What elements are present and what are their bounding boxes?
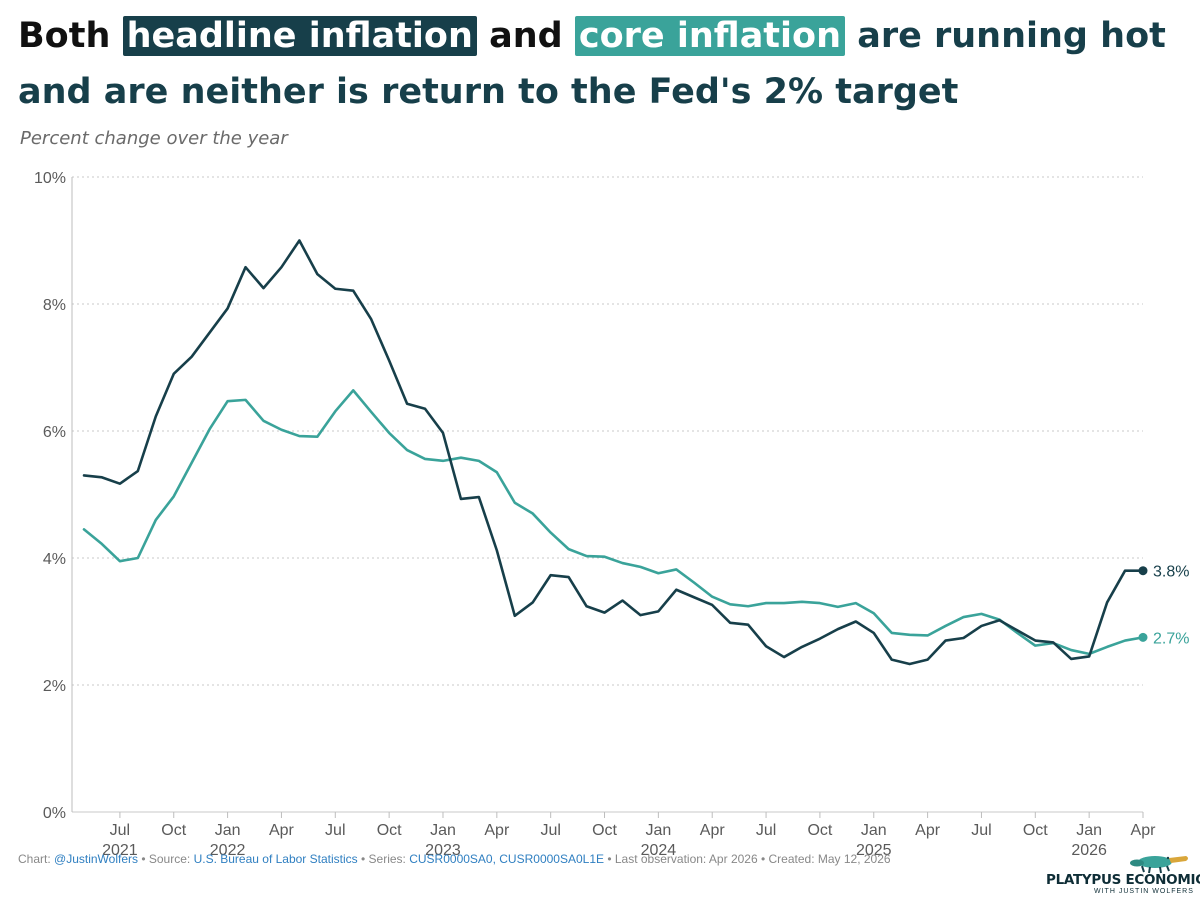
author-link[interactable]: @JustinWolfers (54, 852, 138, 866)
x-tick-label: Jan (645, 822, 671, 839)
x-tick-label: Oct (592, 822, 617, 839)
core-end-point (1138, 632, 1148, 642)
x-tick-label: Oct (807, 822, 832, 839)
y-tick-label: 2% (43, 678, 66, 695)
x-tick-label: Apr (1131, 822, 1157, 839)
x-year-label: 2026 (1071, 842, 1107, 859)
headline-series-line (82, 239, 1145, 666)
y-tick-label: 4% (43, 551, 66, 568)
platypus-logo: PLATYPUS ECONOMICS WITH JUSTIN WOLFERS (1040, 846, 1200, 898)
x-tick-label: Jan (430, 822, 456, 839)
x-year-label: 2021 (102, 842, 138, 859)
x-tick-label: Jul (325, 822, 345, 839)
x-tick-label: Jan (215, 822, 241, 839)
x-tick-label: Jul (756, 822, 776, 839)
x-year-label: 2024 (641, 842, 677, 859)
platypus-icon (1130, 856, 1188, 874)
title-text: Both (18, 16, 123, 56)
core-series-line (82, 389, 1145, 656)
headline-highlight: headline inflation (122, 16, 477, 56)
footer-text: • Series: (357, 852, 410, 866)
y-tick-label: 6% (43, 424, 66, 441)
footer-text: • Last observation: Apr 2026 • Created: … (604, 852, 891, 866)
x-tick-label: Jan (861, 822, 887, 839)
y-tick-label: 0% (43, 805, 66, 822)
x-year-label: 2025 (856, 842, 892, 859)
x-tick-label: Jul (540, 822, 560, 839)
x-tick-label: Jul (971, 822, 991, 839)
x-year-label: 2023 (425, 842, 461, 859)
logo-subtext: WITH JUSTIN WOLFERS (1094, 888, 1194, 895)
x-year-label: 2022 (210, 842, 246, 859)
x-tick-label: Jul (110, 822, 130, 839)
series-link[interactable]: CUSR0000SA0, CUSR0000SA0L1E (409, 852, 604, 866)
x-tick-label: Apr (269, 822, 295, 839)
x-tick-label: Apr (484, 822, 510, 839)
core-highlight: core inflation (574, 16, 846, 56)
logo-text: PLATYPUS ECONOMICS (1046, 872, 1200, 888)
x-tick-label: Oct (161, 822, 186, 839)
title-text: are running hot and are neither is retur… (18, 16, 1166, 112)
x-tick-label: Apr (915, 822, 941, 839)
footer-text: Chart: (18, 852, 55, 866)
headline-end-label: 3.8% (1153, 564, 1189, 581)
source-link[interactable]: U.S. Bureau of Labor Statistics (193, 852, 358, 866)
footer-credits: Chart: @JustinWolfers • Source: U.S. Bur… (18, 852, 891, 866)
x-tick-label: Apr (700, 822, 726, 839)
title-text: and (476, 16, 575, 56)
x-tick-label: Oct (377, 822, 402, 839)
chart-subtitle: Percent change over the year (20, 128, 288, 149)
footer-text: • Source: (138, 852, 194, 866)
y-tick-label: 10% (34, 170, 66, 187)
core-end-label: 2.7% (1153, 630, 1189, 647)
chart-title: Both headline inflation and core inflati… (18, 8, 1188, 120)
x-tick-label: Jan (1076, 822, 1102, 839)
headline-end-point (1138, 566, 1148, 576)
y-tick-label: 8% (43, 297, 66, 314)
x-tick-label: Oct (1023, 822, 1048, 839)
